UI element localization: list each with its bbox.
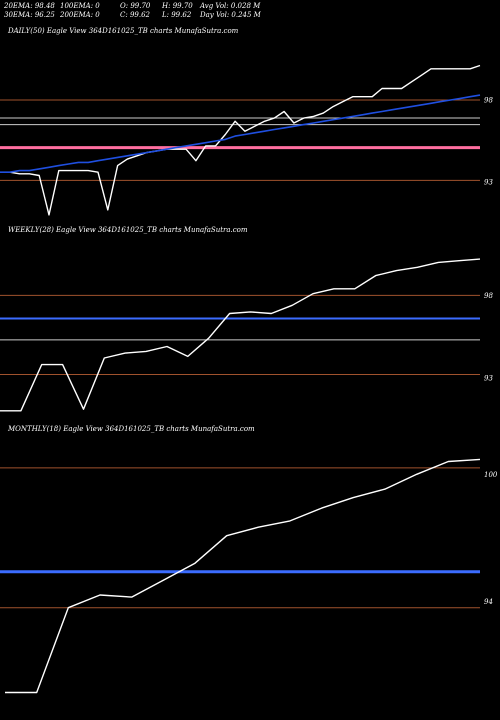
stat-open: O: 99.70 xyxy=(120,2,151,10)
stat-30ema: 30EMA: 96.25 xyxy=(4,11,55,19)
weekly-y-tick-1: 93 xyxy=(484,374,493,382)
stat-20ema: 20EMA: 98.48 xyxy=(4,2,55,10)
monthly-chart-title: MONTHLY(18) Eagle View 364D161025_TB cha… xyxy=(8,425,255,433)
monthly-chart: 100 94 xyxy=(0,458,498,694)
stat-100ema: 100EMA: 0 xyxy=(60,2,100,10)
stat-200ema: 200EMA: 0 xyxy=(60,11,100,19)
daily-y-tick-1: 93 xyxy=(484,179,493,187)
monthly-y-tick-0: 100 xyxy=(484,471,498,479)
daily-y-tick-0: 98 xyxy=(484,97,493,105)
daily-chart: 98 93 xyxy=(0,64,493,216)
weekly-price-line xyxy=(0,258,481,412)
monthly-price-line xyxy=(5,458,481,694)
stat-low: L: 99.62 xyxy=(162,11,192,19)
stat-high: H: 99.70 xyxy=(162,2,193,10)
weekly-y-tick-0: 98 xyxy=(484,292,493,300)
daily-chart-title: DAILY(50) Eagle View 364D161025_TB chart… xyxy=(8,27,239,35)
stat-close: C: 99.62 xyxy=(120,11,150,19)
weekly-chart-title: WEEKLY(28) Eagle View 364D161025_TB char… xyxy=(8,226,248,234)
daily-ema-line xyxy=(0,94,481,173)
stat-day-vol: Day Vol: 0.245 M xyxy=(200,11,261,19)
daily-price-line xyxy=(0,64,481,216)
stat-avg-vol: Avg Vol: 0.028 M xyxy=(200,2,261,10)
monthly-y-tick-1: 94 xyxy=(484,598,493,606)
weekly-chart: 98 93 xyxy=(0,258,493,412)
